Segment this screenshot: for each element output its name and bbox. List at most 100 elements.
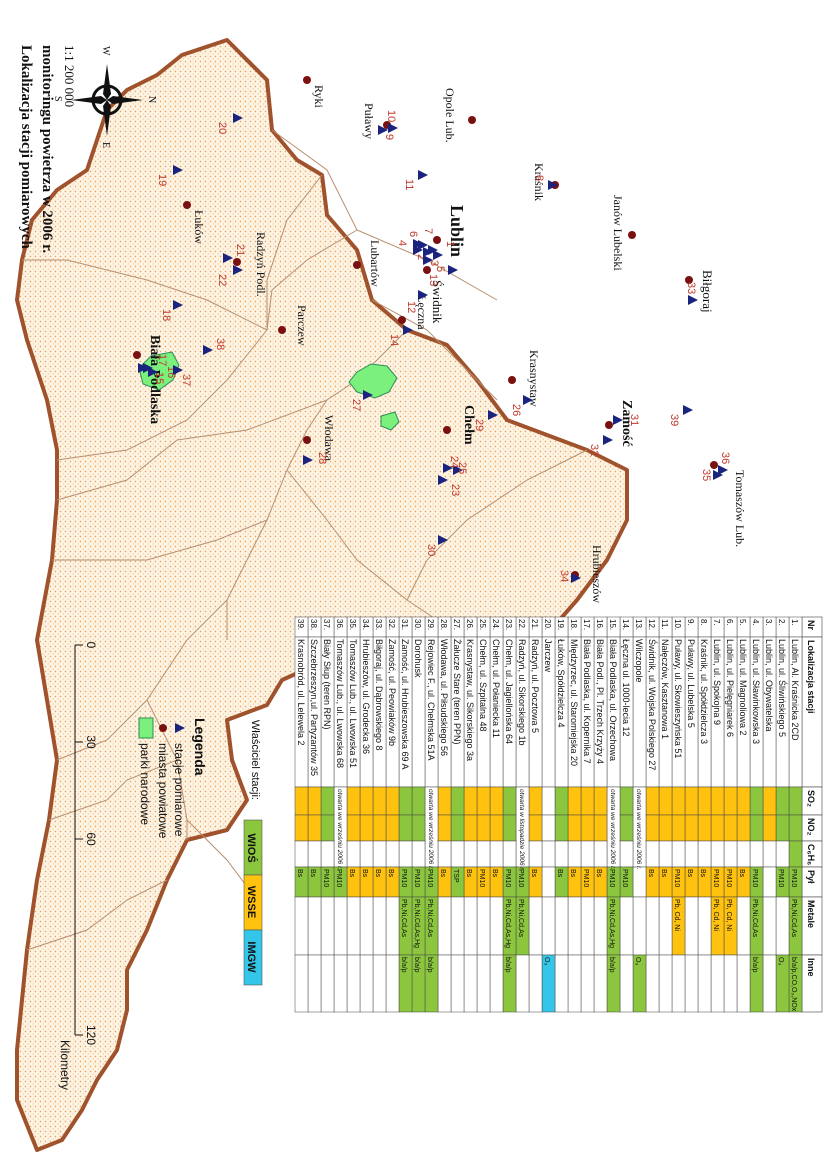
station-label-10: 10 — [385, 110, 397, 122]
table-cell-loc: Żałucze Stare (teren PPN) — [452, 639, 462, 745]
table-cell-nr: 26. — [465, 619, 474, 630]
table-cell-inne: O₃ — [777, 957, 784, 965]
table-cell-loc: Chełm, ul. Jagiellońska 64 — [504, 639, 514, 744]
table-cell — [567, 840, 582, 868]
table-cell-loc: Rejowiec F., ul. Chełmska 51A — [426, 639, 436, 761]
table-cell — [307, 954, 322, 1013]
station-label-2: 2 — [415, 254, 427, 260]
station-label-31: 31 — [628, 414, 640, 426]
table-cell — [723, 840, 738, 868]
station-label-26: 26 — [510, 404, 522, 416]
table-cell-metale: Pb,Ni,Cd,As — [751, 899, 758, 938]
table-cell-pyl: PM10 — [426, 869, 433, 887]
table-cell-metale: Pb,Ni,Cd,As — [517, 899, 524, 938]
table-cell-pyl: PM10 — [322, 869, 329, 887]
table-cell — [528, 840, 543, 868]
city-marker-janow — [628, 231, 636, 239]
table-row: 11. Nałęczów, Kasztanowa 1 Bs — [658, 616, 673, 1013]
table-cell — [723, 786, 738, 816]
city-marker-radzyn — [233, 258, 241, 266]
table-cell — [697, 896, 712, 956]
city-marker-bialapodlaska — [133, 351, 141, 359]
table-row: 12. Świdnik, ul. Wojska Polskiego 27 Bs — [645, 616, 660, 1013]
city-marker-wlodawa — [303, 436, 311, 444]
table-cell-inne: b/a/p,CO,O₃,NOx — [790, 957, 797, 1012]
station-label-23: 23 — [449, 484, 461, 496]
table-cell — [736, 896, 751, 956]
table-cell — [697, 840, 712, 868]
table-cell — [294, 840, 309, 868]
station-marker-27 — [363, 390, 373, 400]
station-marker-6 — [418, 240, 428, 250]
table-cell-nr: 9. — [686, 619, 695, 626]
table-cell — [684, 814, 699, 842]
table-cell — [489, 896, 504, 956]
table-cell — [775, 786, 790, 816]
table-cell-loc: Kraśnik, ul. Spółdzielcza 3 — [699, 639, 709, 744]
table-cell-loc: Łęczna ul. 1000-lecia 12 — [621, 639, 631, 737]
table-cell — [541, 840, 556, 868]
station-marker-14 — [403, 325, 413, 335]
table-cell-loc: Włodawa, ul. Piłsudskiego 56 — [439, 639, 449, 756]
table-cell-nr: 3. — [764, 619, 773, 626]
table-cell-nr: 17. — [582, 619, 591, 630]
table-cell-loc: Radzyń, ul. Sikorskiego 1b — [517, 639, 527, 746]
map-scale: 1:1 200 000 — [62, 45, 77, 107]
compass-s: S — [52, 96, 63, 102]
table-cell — [307, 786, 322, 816]
city-label-pulawy: Puławy — [362, 103, 376, 139]
table-header-so2: SO₂ — [806, 790, 816, 807]
cities-layer: Ryki Puławy Opole Lub. Łuków Radzyń Podl. Kra… — [133, 76, 747, 603]
table-cell — [671, 814, 686, 842]
table-cell — [476, 896, 491, 956]
table-cell — [398, 840, 413, 868]
legend-park-icon — [138, 717, 154, 739]
table-note-bg — [334, 787, 347, 867]
compass-e: E — [100, 142, 111, 148]
table-cell-loc: Lublin, ul. Spokojna 9 — [712, 639, 722, 725]
table-cell — [541, 814, 556, 842]
station-label-38: 38 — [214, 338, 226, 350]
table-cell-loc: Biłgoraj, ul. Dąbrowskiego 8 — [374, 639, 384, 751]
table-cell — [554, 896, 569, 956]
table-cell — [294, 786, 309, 816]
table-cell — [450, 954, 465, 1013]
table-cell — [294, 814, 309, 842]
station-marker-19 — [173, 165, 183, 175]
table-cell-pyl: Bs — [738, 869, 745, 878]
station-marker-12 — [418, 290, 428, 300]
table-cell-metale: Pb, Cd, Ni — [673, 899, 680, 931]
table-cell — [593, 896, 608, 956]
city-marker-parczew — [278, 326, 286, 334]
table-cell-nr: 6. — [725, 619, 734, 626]
table-cell-nr: 32. — [387, 619, 396, 630]
table-cell — [411, 786, 426, 816]
table-row: 39. Krasnobród, ul. Lelewela 2 Bs — [294, 616, 309, 1013]
table-cell-pyl: Bs — [491, 869, 498, 878]
station-label-13: 13 — [427, 274, 439, 286]
city-label-ryki: Ryki — [312, 85, 326, 109]
station-marker-8 — [548, 180, 558, 190]
city-marker-krasnystaw — [508, 376, 516, 384]
table-cell-nr: 15. — [608, 619, 617, 630]
city-label-opole: Opole Lub. — [443, 88, 457, 143]
table-cell-pyl: PM10 — [478, 869, 485, 887]
station-label-5: 5 — [434, 266, 446, 272]
table-cell-pyl: Bs — [465, 869, 472, 878]
owner-key: Właściciel stacji: WIOŚ WSSE IMGW — [243, 720, 263, 986]
table-cell — [619, 954, 634, 1013]
station-marker-30 — [438, 535, 448, 545]
table-cell-loc: Biała Podlaska, ul. Orzechowa — [608, 639, 618, 761]
table-cell — [320, 954, 335, 1013]
table-cell — [307, 814, 322, 842]
table-cell-inne: b/a/p — [413, 957, 420, 973]
scale-tick-30: 30 — [84, 735, 98, 749]
table-cell-nr: 25. — [478, 619, 487, 630]
table-cell-pyl: PM10 — [790, 869, 797, 887]
city-label-lubartow: Lubartów — [368, 240, 382, 287]
table-cell-loc: Chełm, ul. Połaniecka 11 — [491, 639, 501, 738]
table-cell — [775, 896, 790, 956]
table-cell — [320, 896, 335, 956]
station-marker-3 — [423, 247, 433, 257]
